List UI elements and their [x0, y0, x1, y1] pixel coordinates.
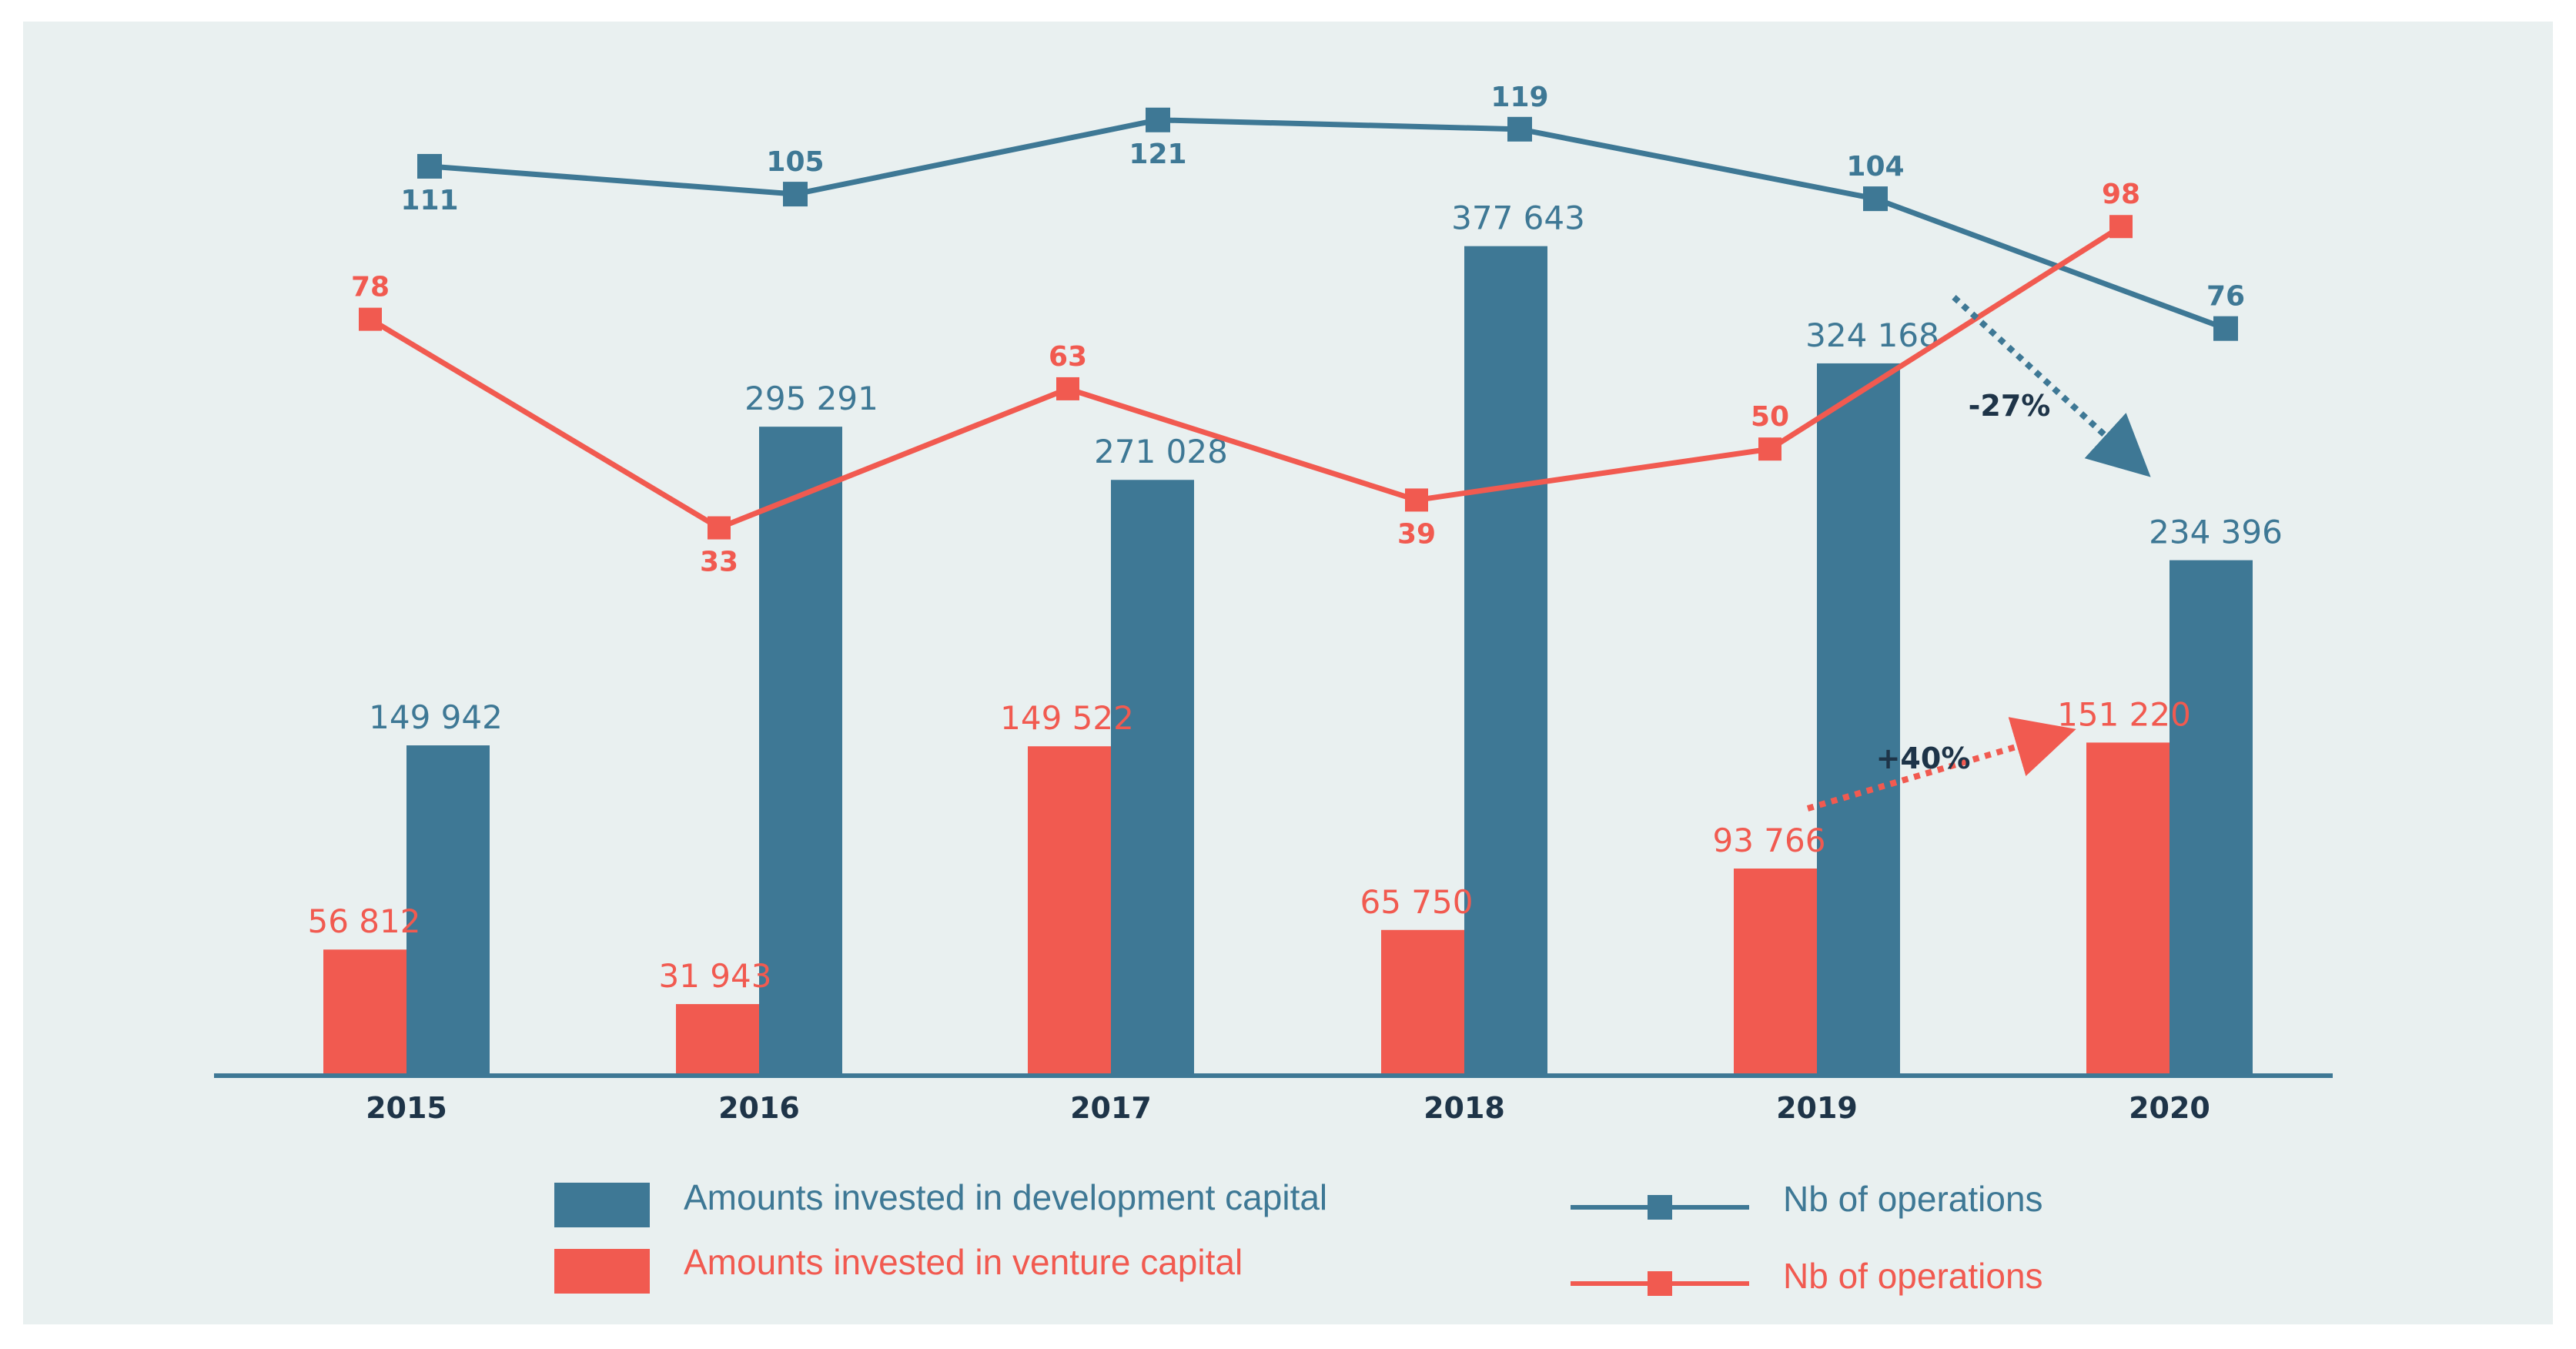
legend-swatch-development — [554, 1183, 650, 1227]
marker-ops-venture-2016 — [708, 516, 731, 540]
annotation-venture-change: +40% — [1876, 741, 1971, 775]
bar-venture-2018 — [1381, 929, 1464, 1074]
arrow-development-change — [1952, 295, 2151, 477]
bar-venture-2015 — [323, 949, 406, 1074]
bar-label-venture-2016: 31 943 — [659, 957, 772, 995]
bar-label-development-2015: 149 942 — [369, 698, 503, 736]
point-label-ops-venture-2020: 98 — [2102, 179, 2140, 210]
bar-development-2018 — [1464, 246, 1547, 1074]
bar-label-venture-2019: 93 766 — [1713, 822, 1826, 859]
point-label-ops-venture-2018: 39 — [1397, 518, 1436, 550]
bar-development-2017 — [1111, 480, 1194, 1074]
bar-label-development-2020: 234 396 — [2149, 514, 2283, 551]
point-label-ops-development-2019: 104 — [1846, 151, 1904, 182]
bar-label-venture-2015: 56 812 — [308, 902, 421, 940]
x-tick-label-2016: 2016 — [718, 1091, 800, 1125]
point-label-ops-development-2015: 111 — [400, 185, 458, 216]
bar-development-2020 — [2170, 560, 2253, 1074]
point-label-ops-venture-2017: 63 — [1049, 341, 1087, 373]
marker-ops-development-2016 — [783, 182, 808, 207]
bar-label-development-2016: 295 291 — [744, 380, 878, 417]
point-label-ops-venture-2019: 50 — [1751, 401, 1789, 433]
legend-label-ops-development: Nb of operations — [1783, 1179, 2043, 1219]
line-ops-venture — [369, 224, 2123, 531]
legend-label-ops-venture: Nb of operations — [1783, 1256, 2043, 1296]
marker-ops-venture-2019 — [1758, 437, 1781, 461]
bar-label-venture-2020: 151 220 — [2057, 695, 2191, 733]
legend-swatch-venture — [554, 1249, 650, 1294]
bar-venture-2016 — [676, 1004, 759, 1074]
bar-development-2016 — [759, 427, 842, 1074]
legend-marker-ops-venture — [1648, 1271, 1672, 1296]
x-tick-label-2018: 2018 — [1423, 1091, 1505, 1125]
bar-label-development-2019: 324 168 — [1805, 316, 1939, 354]
x-tick-label-2015: 2015 — [366, 1091, 447, 1125]
marker-ops-venture-2020 — [2109, 215, 2133, 239]
annotation-development-change: -27% — [1969, 389, 2051, 423]
bar-label-development-2017: 271 028 — [1094, 433, 1228, 470]
marker-ops-development-2019 — [1863, 186, 1888, 212]
x-tick-label-2017: 2017 — [1070, 1091, 1152, 1125]
x-tick-label-2019: 2019 — [1776, 1091, 1858, 1125]
point-label-ops-venture-2016: 33 — [700, 547, 738, 578]
marker-ops-venture-2018 — [1405, 488, 1428, 512]
marker-ops-development-2015 — [417, 153, 442, 179]
point-label-ops-development-2016: 105 — [766, 146, 824, 178]
bar-venture-2017 — [1028, 746, 1111, 1074]
marker-ops-development-2020 — [2213, 316, 2238, 341]
legend-marker-ops-development — [1648, 1195, 1672, 1220]
point-label-ops-development-2018: 119 — [1490, 82, 1548, 113]
point-label-ops-venture-2015: 78 — [351, 272, 390, 303]
marker-ops-venture-2017 — [1056, 377, 1079, 400]
chart-panel: 2015 2016 2017 2018 2019 2020 56 812 149 942 31 … — [23, 22, 2553, 1324]
point-label-ops-development-2017: 121 — [1129, 139, 1186, 170]
marker-ops-development-2017 — [1146, 107, 1170, 132]
bar-venture-2019 — [1734, 869, 1817, 1074]
legend-label-development: Amounts invested in development capital — [684, 1177, 1328, 1217]
bar-venture-2020 — [2086, 742, 2170, 1074]
bar-development-2019 — [1817, 363, 1900, 1074]
bar-label-venture-2018: 65 750 — [1360, 883, 1474, 921]
marker-ops-venture-2015 — [359, 307, 382, 331]
marker-ops-development-2018 — [1507, 116, 1532, 142]
point-label-ops-development-2020: 76 — [2206, 281, 2245, 313]
line-ops-development — [429, 117, 2227, 331]
chart-canvas: 2015 2016 2017 2018 2019 2020 56 812 149 942 31 … — [214, 82, 2333, 1125]
arrow-venture-change — [1806, 717, 2076, 812]
legend-label-venture: Amounts invested in venture capital — [684, 1242, 1243, 1282]
bar-label-development-2018: 377 643 — [1451, 199, 1585, 237]
bar-development-2015 — [406, 745, 490, 1074]
bar-label-venture-2017: 149 522 — [1000, 699, 1134, 737]
x-tick-label-2020: 2020 — [2129, 1091, 2210, 1125]
